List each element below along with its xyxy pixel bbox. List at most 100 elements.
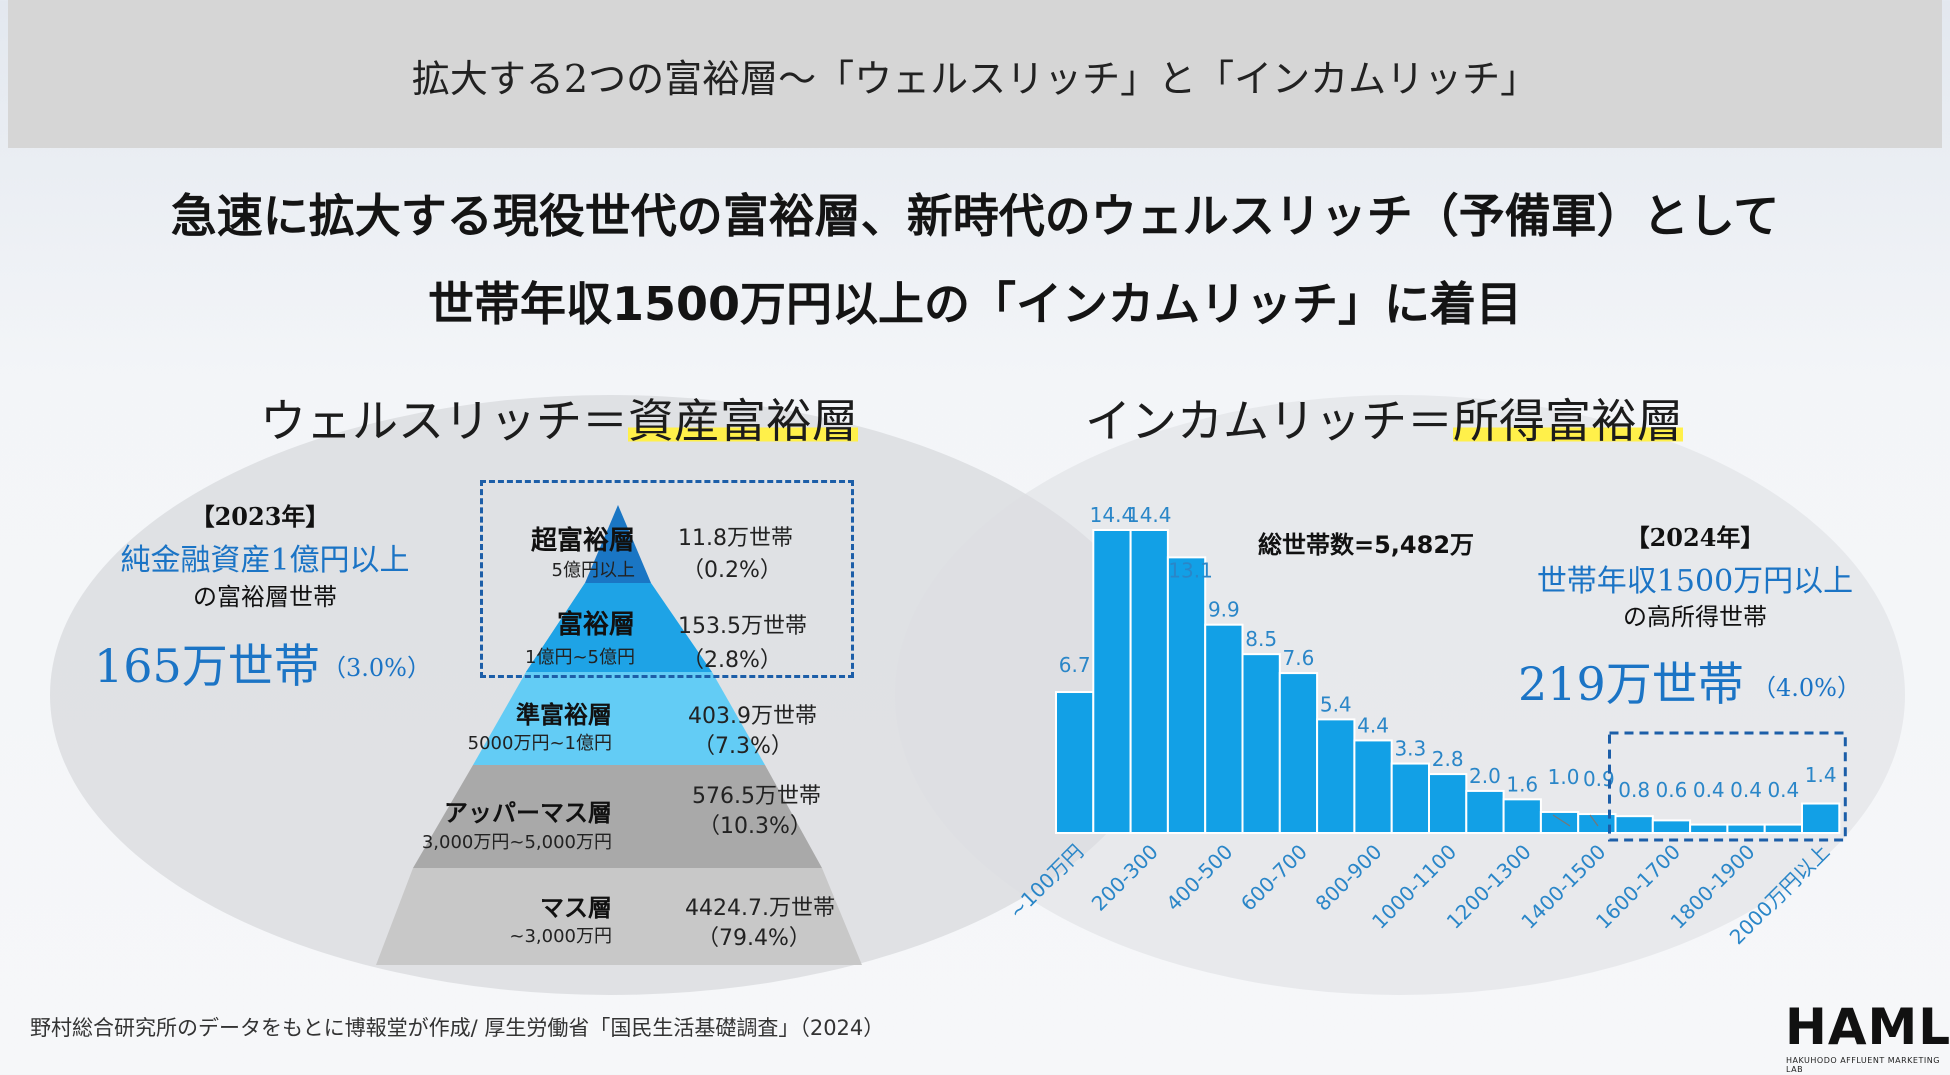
- bar-value-label: 3.3: [1394, 737, 1426, 761]
- x-tick-label: ~100万円: [1004, 840, 1088, 924]
- x-tick-label: 400-500: [1161, 840, 1237, 916]
- bar-value-label: 14.4: [1127, 503, 1172, 527]
- wealthy-highlight-box: [480, 480, 854, 678]
- income-rich-title-plain: インカムリッチ＝: [1085, 394, 1453, 448]
- bar-value-label: 0.4: [1730, 778, 1762, 802]
- pyramid-layer-semi-wealthy: [473, 672, 765, 765]
- bar: [1055, 691, 1095, 834]
- income-criteria: 世帯年収1500万円以上: [1536, 564, 1854, 599]
- bar-value-label: 0.8: [1618, 778, 1650, 802]
- headline-line-1: 急速に拡大する現役世代の富裕層、新時代のウェルスリッチ（予備軍）として: [170, 189, 1780, 243]
- pyramid-label-name: 富裕層: [556, 610, 635, 640]
- bar-value-label: 8.5: [1245, 627, 1277, 651]
- bar: [1689, 823, 1729, 834]
- wealth-rich-title-highlight: 資産富裕層: [628, 394, 858, 448]
- bar-value-label: 0.4: [1767, 778, 1799, 802]
- pyramid-label-range: 1億円~5億円: [525, 647, 635, 668]
- wealth-criteria-sub: の富裕層世帯: [193, 583, 337, 611]
- pyramid-label-share: （10.3%）: [698, 814, 812, 839]
- income-rich-title: インカムリッチ＝所得富裕層: [1085, 385, 1683, 451]
- header-bar: 拡大する2つの富裕層〜「ウェルスリッチ」と「インカムリッチ」: [8, 0, 1942, 148]
- x-tick-label: 600-700: [1236, 840, 1312, 916]
- bar-value-label: 14.4: [1090, 503, 1135, 527]
- pyramid-label-share: （0.2%）: [682, 558, 782, 583]
- pyramid-label-range: 3,000万円~5,000万円: [421, 832, 612, 853]
- bar: [1129, 529, 1169, 834]
- bar-value-label: 2.0: [1469, 764, 1501, 788]
- label-leader-line: [1589, 814, 1599, 827]
- bar: [1390, 762, 1430, 834]
- income-rich-title-highlight: 所得富裕層: [1453, 394, 1683, 448]
- pyramid-label-households: 11.8万世帯: [678, 526, 793, 551]
- source-note: 野村総合研究所のデータをもとに博報堂が作成/ 厚生労働省「国民生活基礎調査」（2…: [30, 1016, 885, 1040]
- bar: [1353, 739, 1393, 835]
- chart-title: 総世帯数=5,482万: [1258, 531, 1474, 559]
- pyramid-label-range: ~3,000万円: [509, 926, 612, 947]
- haml-logo-subtitle: HAKUHODO AFFLUENT MARKETING LAB: [1786, 1056, 1940, 1074]
- pyramid-label-name: マス層: [540, 894, 612, 922]
- pyramid-layer-ultra-wealthy: [585, 505, 651, 583]
- pyramid-label-range: 5000万円~1億円: [467, 733, 612, 754]
- bar-value-label: 13.1: [1168, 558, 1213, 582]
- pyramid-layer-mass: [376, 868, 862, 965]
- bar: [1278, 672, 1319, 834]
- bar-value-label: 0.6: [1656, 778, 1688, 802]
- bar: [1428, 773, 1468, 834]
- haml-logo: HAML: [1785, 998, 1950, 1056]
- high-income-highlight-box: [1608, 731, 1847, 842]
- pyramid-label-name: アッパーマス層: [444, 799, 612, 827]
- bar: [1092, 529, 1132, 834]
- bar: [1726, 823, 1766, 834]
- pyramid-label-range: 5億円以上: [551, 560, 635, 581]
- wealth-rich-title: ウェルスリッチ＝資産富裕層: [260, 385, 858, 451]
- bar-value-label: 0.4: [1693, 778, 1725, 802]
- income-share: （4.0%）: [1752, 674, 1861, 702]
- x-tick-label: 200-300: [1087, 840, 1163, 916]
- bar: [1465, 789, 1505, 835]
- header-title: 拡大する2つの富裕層〜「ウェルスリッチ」と「インカムリッチ」: [411, 57, 1539, 101]
- bar: [1763, 823, 1803, 834]
- income-count: 219万世帯: [1518, 657, 1744, 711]
- bar-value-label: 1.6: [1506, 772, 1538, 796]
- bar-value-label: 7.6: [1283, 646, 1315, 670]
- pyramid-label-share: （2.8%）: [682, 648, 782, 673]
- bar: [1241, 653, 1281, 834]
- bar-value-label: 1.4: [1805, 763, 1837, 787]
- wealth-year: 【2023年】: [190, 502, 330, 531]
- wealth-share: （3.0%）: [322, 654, 431, 682]
- bar: [1539, 810, 1580, 834]
- bar-value-label: 9.9: [1208, 598, 1240, 622]
- bar-value-label: 1.0: [1548, 765, 1580, 789]
- headline-line-2: 世帯年収1500万円以上の「インカムリッチ」に着目: [427, 277, 1523, 331]
- label-leader-line: [1552, 814, 1571, 827]
- pyramid-label-share: （79.4%）: [697, 926, 811, 951]
- wealth-count: 165万世帯: [94, 639, 320, 693]
- pyramid-layer-wealthy: [526, 583, 712, 672]
- bar: [1502, 798, 1542, 834]
- pyramid-label-name: 準富裕層: [516, 701, 612, 729]
- bar: [1614, 815, 1654, 835]
- pyramid-label-share: （7.3%）: [693, 734, 793, 759]
- income-year: 【2024年】: [1625, 523, 1765, 552]
- bar: [1204, 623, 1244, 834]
- pyramid-layer-upper-mass: [413, 765, 822, 868]
- pyramid-label-households: 153.5万世帯: [678, 614, 807, 639]
- pyramid-label-households: 4424.7.万世帯: [685, 896, 835, 921]
- pyramid-label-households: 576.5万世帯: [692, 784, 821, 809]
- bar: [1316, 718, 1356, 834]
- bar-value-label: 6.7: [1059, 653, 1091, 677]
- income-criteria-sub: の高所得世帯: [1623, 603, 1767, 631]
- bar-value-label: 4.4: [1357, 713, 1389, 737]
- bar: [1651, 819, 1692, 834]
- bar-value-label: 5.4: [1320, 692, 1352, 716]
- bar-value-label: 2.8: [1432, 747, 1464, 771]
- pyramid-label-name: 超富裕層: [530, 526, 635, 556]
- wealth-criteria: 純金融資産1億円以上: [120, 543, 410, 578]
- pyramid-label-households: 403.9万世帯: [688, 704, 817, 729]
- x-tick-label: 800-900: [1311, 840, 1387, 916]
- wealth-rich-title-plain: ウェルスリッチ＝: [260, 394, 628, 448]
- bar: [1166, 556, 1207, 835]
- bar: [1801, 802, 1841, 835]
